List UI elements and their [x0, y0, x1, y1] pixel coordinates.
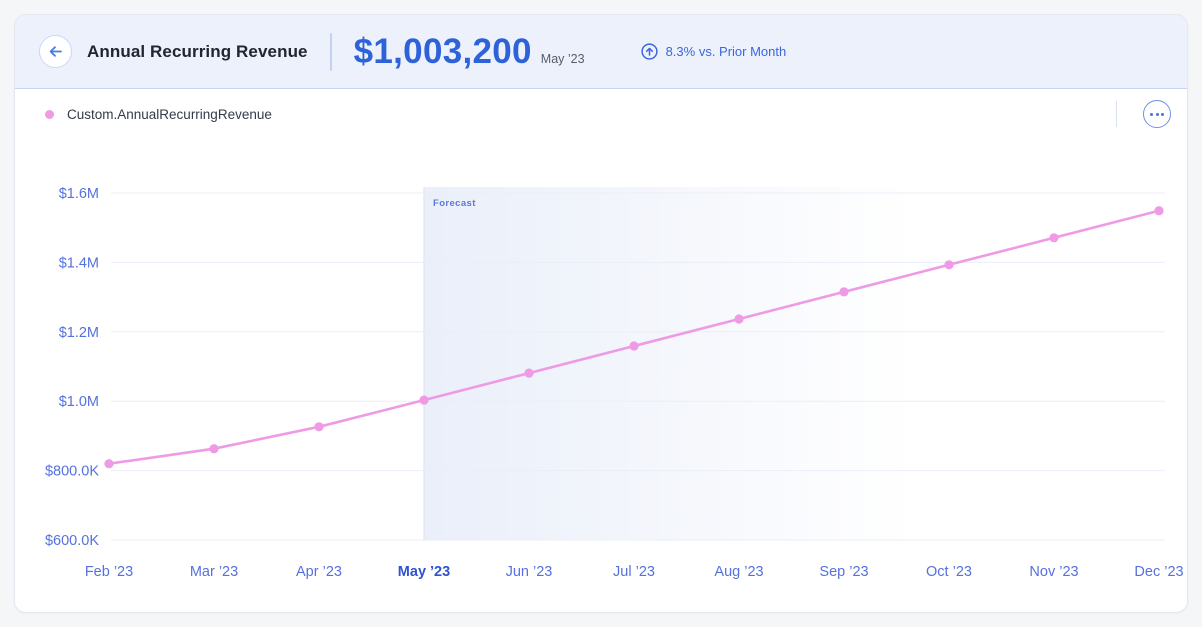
forecast-label: Forecast: [433, 198, 476, 209]
x-axis-tick: Jul ’23: [613, 564, 655, 580]
y-axis-tick: $1.2M: [59, 325, 99, 341]
chart-menu-button[interactable]: [1143, 100, 1171, 128]
y-axis-tick: $800.0K: [45, 464, 99, 480]
metric-period: May ’23: [540, 51, 585, 66]
x-axis-tick: Sep ’23: [819, 564, 868, 580]
data-point-1[interactable]: [104, 459, 114, 469]
line-chart[interactable]: Forecast $1.6M $1.4M $1.2M $1.0M $800.0K $600.…: [15, 139, 1187, 612]
y-axis-tick: $600.0K: [45, 533, 99, 549]
arrow-left-icon: [49, 46, 62, 57]
legend-actions: [1116, 100, 1179, 128]
ellipsis-icon: [1150, 112, 1153, 116]
x-axis-tick: Dec ’23: [1134, 564, 1183, 580]
card-header: Annual Recurring Revenue $1,003,200 May …: [15, 15, 1187, 89]
legend-item[interactable]: Custom.AnnualRecurringRevenue: [45, 107, 272, 122]
x-axis-tick: Mar ’23: [190, 564, 238, 580]
data-point-6[interactable]: [629, 341, 639, 351]
data-point-10[interactable]: [1049, 233, 1059, 243]
x-axis-tick: May ’23: [398, 564, 450, 580]
series-label: Custom.AnnualRecurringRevenue: [67, 106, 272, 122]
y-axis-tick: $1.6M: [59, 186, 99, 202]
header-divider: [329, 32, 332, 71]
metric-card: Annual Recurring Revenue $1,003,200 May …: [14, 14, 1188, 613]
arrow-up-circle-icon: [640, 43, 658, 60]
page-title: Annual Recurring Revenue: [87, 41, 308, 61]
chart-area: Forecast $1.6M $1.4M $1.2M $1.0M $800.0K $600.…: [15, 139, 1187, 612]
metric-summary: $1,003,200 May ’23: [354, 32, 585, 72]
series-color-dot: [45, 109, 54, 119]
y-axis-tick: $1.4M: [59, 255, 99, 271]
data-point-7[interactable]: [734, 314, 744, 324]
x-axis-tick: Jun ’23: [506, 564, 553, 580]
metric-value: $1,003,200: [353, 31, 532, 71]
data-point-9[interactable]: [944, 260, 954, 270]
legend-divider: [1116, 101, 1117, 127]
chart-section: Custom.AnnualRecurringRevenue Forecast $1…: [15, 89, 1187, 612]
data-point-8[interactable]: [839, 287, 849, 297]
x-axis-tick: Apr ’23: [296, 564, 342, 580]
data-point-11[interactable]: [1154, 206, 1164, 216]
y-axis-tick: $1.0M: [59, 394, 99, 410]
x-axis-tick: Feb ’23: [85, 564, 133, 580]
trend-label: 8.3% vs. Prior Month: [665, 44, 787, 59]
trend-indicator: 8.3% vs. Prior Month: [640, 43, 787, 60]
data-point-5[interactable]: [524, 368, 534, 378]
data-point-2[interactable]: [209, 444, 219, 454]
forecast-band: [424, 187, 914, 540]
x-axis-tick: Nov ’23: [1029, 564, 1078, 580]
legend-row: Custom.AnnualRecurringRevenue: [15, 89, 1187, 139]
data-point-4[interactable]: [419, 395, 429, 405]
data-point-3[interactable]: [314, 422, 324, 432]
back-button[interactable]: [39, 35, 72, 68]
x-axis-tick: Oct ’23: [926, 564, 972, 580]
x-axis-tick: Aug ’23: [714, 564, 763, 580]
